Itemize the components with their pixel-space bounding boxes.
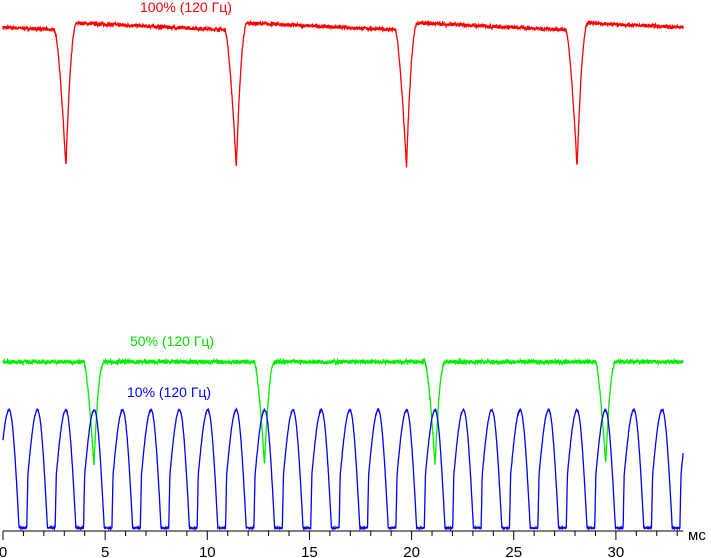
series-line-10 [2, 407, 684, 532]
legend-label-10: 10% (120 Гц) [127, 384, 211, 400]
traces [2, 19, 684, 532]
x-tick-label: 25 [505, 544, 522, 558]
legend-label-50: 50% (120 Гц) [130, 333, 214, 349]
x-tick-label: 5 [101, 544, 109, 558]
x-tick-label: 20 [403, 544, 420, 558]
x-axis: 0 5 10 15 20 25 30 [0, 530, 684, 558]
x-tick-label: 0 [0, 544, 7, 558]
legend-label-100: 100% (120 Гц) [140, 0, 232, 15]
x-tick-label: 30 [608, 544, 625, 558]
series-line-100 [2, 19, 684, 168]
series-line-50 [2, 357, 684, 466]
x-tick-label: 15 [301, 544, 318, 558]
x-tick-label: 10 [199, 544, 216, 558]
x-axis-unit: мс [688, 527, 706, 544]
